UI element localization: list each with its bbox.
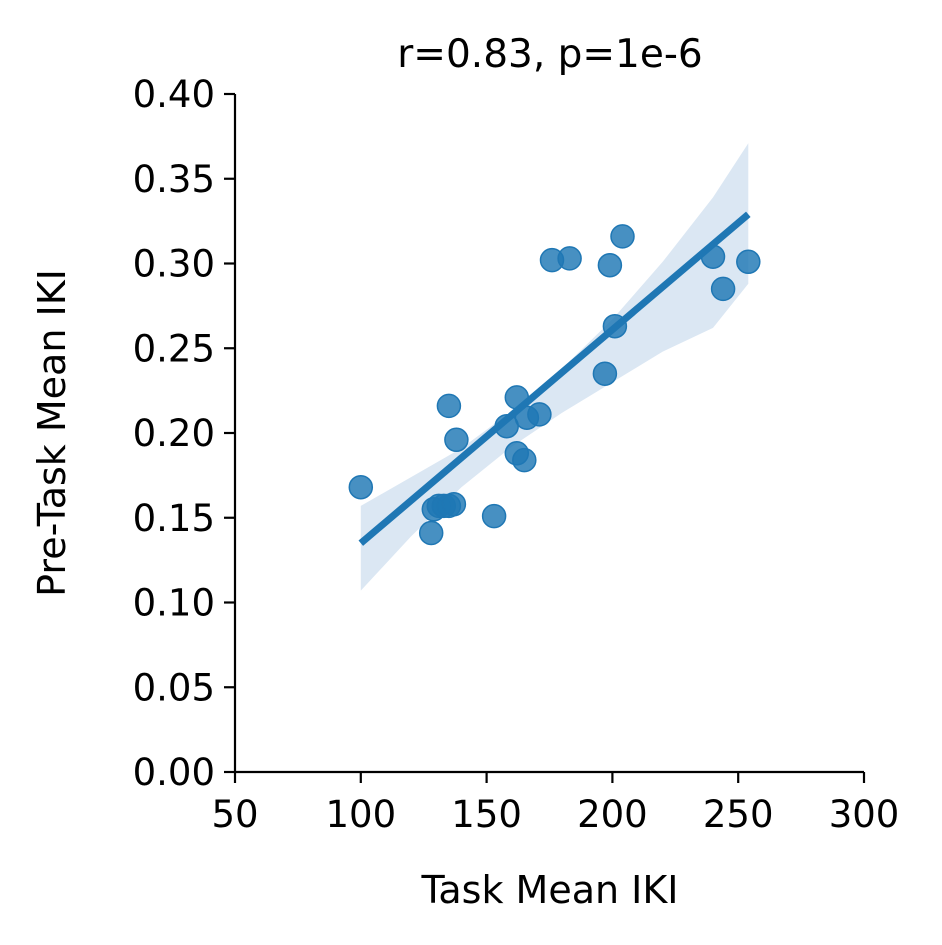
data-point — [418, 520, 444, 546]
data-point — [481, 503, 507, 529]
y-tick-label: 0.15 — [133, 497, 215, 540]
y-tick-label: 0.00 — [133, 751, 215, 794]
x-tick-label: 250 — [703, 793, 774, 836]
data-point — [348, 474, 374, 500]
data-point — [436, 393, 462, 419]
x-ticks-group: 50 100 150 200 250 300 — [211, 772, 899, 836]
x-tick-label: 200 — [577, 793, 648, 836]
confidence-band-group — [360, 143, 749, 591]
y-tick-label: 0.10 — [133, 582, 215, 625]
data-point — [592, 361, 618, 386]
data-point — [597, 252, 623, 278]
regression-line — [358, 211, 751, 546]
y-tick-label: 0.35 — [133, 158, 215, 201]
data-point — [441, 491, 467, 517]
data-point — [610, 224, 635, 249]
x-tick-label: 150 — [451, 793, 522, 836]
confidence-band — [360, 143, 749, 591]
x-tick-label: 50 — [211, 793, 258, 836]
chart-title: r=0.83, p=1e-6 — [397, 32, 702, 77]
y-tick-label: 0.40 — [133, 73, 215, 116]
data-point — [444, 427, 469, 453]
axes-group — [233, 94, 864, 774]
y-tick-label: 0.30 — [133, 243, 215, 286]
data-point — [527, 402, 552, 427]
x-tick-label: 100 — [325, 793, 396, 836]
y-ticks-group: 0.00 0.05 0.10 0.15 0.20 0.25 0.30 0.35 0.40 — [133, 73, 235, 794]
data-point — [710, 276, 736, 302]
y-tick-label: 0.20 — [133, 412, 215, 455]
x-tick-label: 300 — [829, 793, 900, 836]
y-axis-title: Pre-Task Mean IKI — [30, 269, 74, 597]
data-point — [557, 246, 582, 271]
y-tick-label: 0.25 — [133, 327, 215, 370]
data-point — [512, 447, 537, 473]
y-tick-label: 0.05 — [133, 666, 215, 709]
x-axis-title: Task Mean IKI — [420, 868, 678, 912]
data-point — [736, 249, 761, 275]
